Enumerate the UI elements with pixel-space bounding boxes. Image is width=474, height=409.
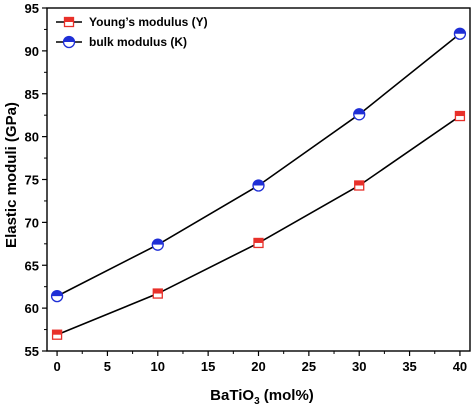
x-tick-label: 25 <box>302 359 316 374</box>
data-point <box>453 27 467 40</box>
x-axis-title-main: BaTiO <box>210 387 254 404</box>
marker-fill <box>354 181 364 186</box>
legend-marker-1 <box>62 35 76 49</box>
legend-label-1: bulk modulus (K) <box>89 35 187 49</box>
marker-fill <box>254 238 263 243</box>
data-point <box>151 238 164 251</box>
marker-fill <box>63 36 75 42</box>
legend-marker-0 <box>63 16 75 28</box>
y-tick-label: 85 <box>25 87 39 102</box>
marker-fill <box>51 290 63 297</box>
y-tick-label: 75 <box>25 173 39 188</box>
series-line-1 <box>56 33 461 297</box>
x-tick-label: 35 <box>402 359 416 374</box>
marker-fill <box>454 28 466 34</box>
legend-label-0: Young’s modulus (Y) <box>89 15 208 29</box>
y-tick-label: 80 <box>25 130 39 145</box>
marker-fill <box>52 330 62 335</box>
x-tick-label: 40 <box>453 359 467 374</box>
x-tick-label: 5 <box>104 359 111 374</box>
data-point <box>50 289 64 303</box>
marker-fill <box>455 111 465 117</box>
y-tick-label: 95 <box>25 1 39 16</box>
data-point <box>51 329 63 340</box>
x-tick-label: 30 <box>352 359 366 374</box>
x-tick-label: 15 <box>201 359 215 374</box>
marker-fill <box>253 180 264 186</box>
x-axis-title-unit: (mol%) <box>260 387 314 404</box>
y-axis-title: Elastic moduli (GPa) <box>3 102 20 248</box>
x-tick-label: 0 <box>53 359 60 374</box>
data-point <box>454 110 466 122</box>
data-point <box>353 108 366 121</box>
x-axis-title-subscript: 3 <box>254 396 260 407</box>
y-tick-label: 55 <box>25 344 39 359</box>
x-axis-title: BaTiO3 (mol%) <box>210 387 314 407</box>
data-point <box>152 288 163 299</box>
marker-fill <box>353 108 365 115</box>
x-tick-label: 20 <box>251 359 265 374</box>
plot-area: 0 5 10 15 20 25 30 35 40 55 60 65 70 75 80 85 90 95 Young’… <box>25 1 471 374</box>
y-tick-label: 70 <box>25 215 39 230</box>
data-point <box>253 237 264 249</box>
series-line-0 <box>56 115 461 336</box>
marker-fill <box>153 289 163 294</box>
y-tick-label: 90 <box>25 44 39 59</box>
y-tick-label: 60 <box>25 301 39 316</box>
data-point <box>354 180 365 191</box>
data-point <box>252 179 265 192</box>
marker-fill <box>152 239 164 245</box>
y-tick-label: 65 <box>25 258 39 273</box>
x-tick-label: 10 <box>151 359 165 374</box>
marker-fill <box>64 17 74 22</box>
